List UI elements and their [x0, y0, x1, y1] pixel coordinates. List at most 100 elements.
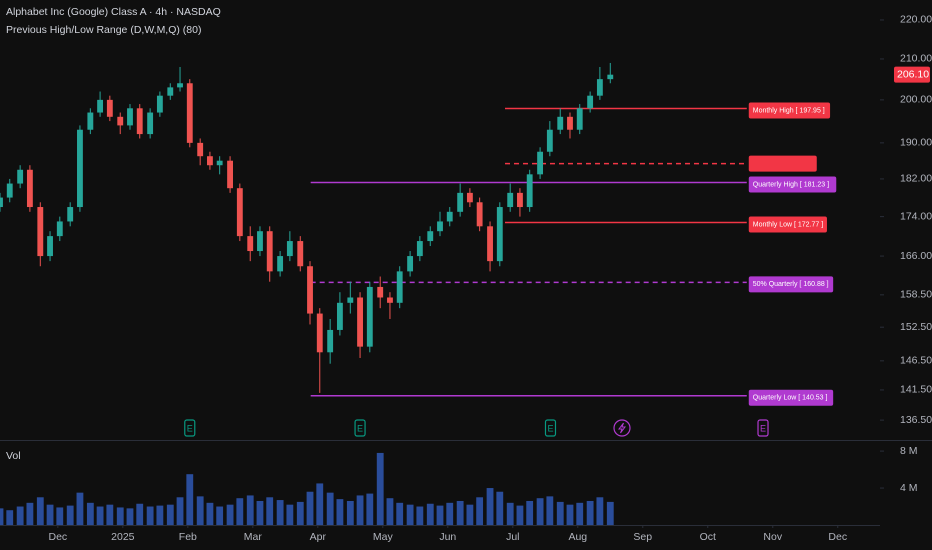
candle-body [596, 79, 603, 96]
candle-body [37, 207, 44, 257]
candle-body [17, 169, 24, 184]
candle-body [277, 256, 284, 272]
y-tick-label: 136.50 [900, 414, 932, 426]
volume-bar [226, 504, 234, 525]
candle-body [507, 192, 514, 208]
candle-body [127, 108, 133, 126]
indicator-title: Previous High/Low Range (D,W,M,Q) (80) [6, 24, 201, 36]
volume-bar [496, 491, 504, 525]
level-tag-label: Quarterly High [ 181.23 ] [753, 181, 829, 188]
candle-body [387, 297, 393, 303]
volume-tick-label: 4 M [900, 482, 918, 494]
candle-body [476, 202, 483, 227]
volume-bar [356, 495, 364, 525]
candle-body [117, 116, 124, 126]
y-tick-label: 220.00 [900, 14, 932, 26]
event-icon [544, 419, 557, 437]
event-icon [184, 419, 196, 437]
x-tick-label: Dec [828, 531, 847, 543]
volume-bar [306, 491, 314, 525]
volume-bar [246, 495, 254, 525]
volume-bar [206, 502, 214, 525]
candle-body [366, 286, 373, 347]
volume-bar [266, 497, 274, 525]
candle-body [77, 129, 83, 208]
candle-body [607, 74, 614, 80]
event-label: E [357, 423, 363, 433]
volume-bar [606, 501, 614, 525]
volume-bar [376, 452, 384, 525]
candle-body [457, 192, 464, 212]
x-tick-label: 2025 [111, 531, 135, 543]
level-tag-label: Quarterly Low [ 140.53 ] [753, 395, 828, 402]
volume-bar [516, 505, 524, 525]
volume-bar [166, 504, 174, 525]
candle-body [576, 108, 583, 130]
event-label: E [547, 423, 553, 433]
candle-body [336, 302, 343, 330]
level-tag [748, 102, 831, 119]
volume-bar [6, 510, 14, 525]
candle-body [236, 188, 243, 237]
y-tick-label: 158.50 [900, 289, 932, 301]
event-icon [757, 419, 769, 437]
candle-body [147, 112, 154, 135]
volume-bar [16, 506, 24, 525]
candle-body [286, 241, 293, 257]
y-tick-label: 200.00 [900, 94, 932, 106]
candle-body [416, 241, 423, 257]
volume-bar [536, 498, 544, 525]
volume-bar [86, 502, 94, 525]
volume-bar [106, 504, 114, 525]
candle-body [557, 116, 564, 130]
volume-bar [296, 501, 304, 525]
level-tag-label: Monthly Low [ 172.77 ] [753, 221, 823, 228]
volume-bar [156, 505, 164, 525]
x-tick-label: Oct [700, 531, 716, 543]
dividend-icon [613, 419, 631, 437]
y-tick-label: 146.50 [900, 355, 932, 367]
candle-body [87, 112, 94, 130]
candle-body [266, 231, 273, 272]
volume-bar [236, 498, 244, 525]
volume-bar [506, 502, 514, 525]
level-tag-label: 50% Quarterly [ 160.88 ] [753, 281, 829, 288]
candle-body [316, 313, 323, 353]
candle-body [177, 83, 183, 88]
x-tick-label: Nov [763, 531, 782, 543]
candle-body [526, 174, 533, 208]
candle-body [207, 156, 213, 166]
event-label: E [187, 423, 193, 433]
volume-bar [26, 502, 34, 525]
x-tick-label: Feb [179, 531, 197, 543]
volume-bar [96, 506, 104, 525]
volume-bar [386, 498, 394, 525]
volume-bar [326, 492, 334, 525]
volume-bar [66, 505, 74, 525]
volume-bar [546, 496, 554, 525]
volume-bar [126, 508, 134, 525]
candle-body [106, 99, 113, 117]
volume-bar [286, 504, 294, 525]
volume-tick-label: 8 M [900, 445, 918, 457]
x-tick-label: Jun [439, 531, 456, 543]
volume-bar [56, 507, 64, 525]
candle-body [216, 160, 223, 166]
y-tick-label: 190.00 [900, 137, 932, 149]
volume-bar [526, 500, 534, 525]
candle-body [466, 192, 473, 203]
volume-bar [316, 483, 324, 525]
volume-bar [256, 500, 264, 525]
candle-body [396, 271, 403, 303]
candle-body [496, 207, 503, 262]
volume-label: Vol [6, 450, 21, 462]
volume-bar [196, 496, 204, 525]
chart-title: Alphabet Inc (Google) Class A · 4h · NAS… [6, 6, 221, 18]
volume-bar [216, 506, 224, 525]
candle-body [546, 129, 553, 152]
volume-bar [456, 500, 464, 525]
candle-body [567, 116, 573, 130]
volume-bar [566, 504, 574, 525]
